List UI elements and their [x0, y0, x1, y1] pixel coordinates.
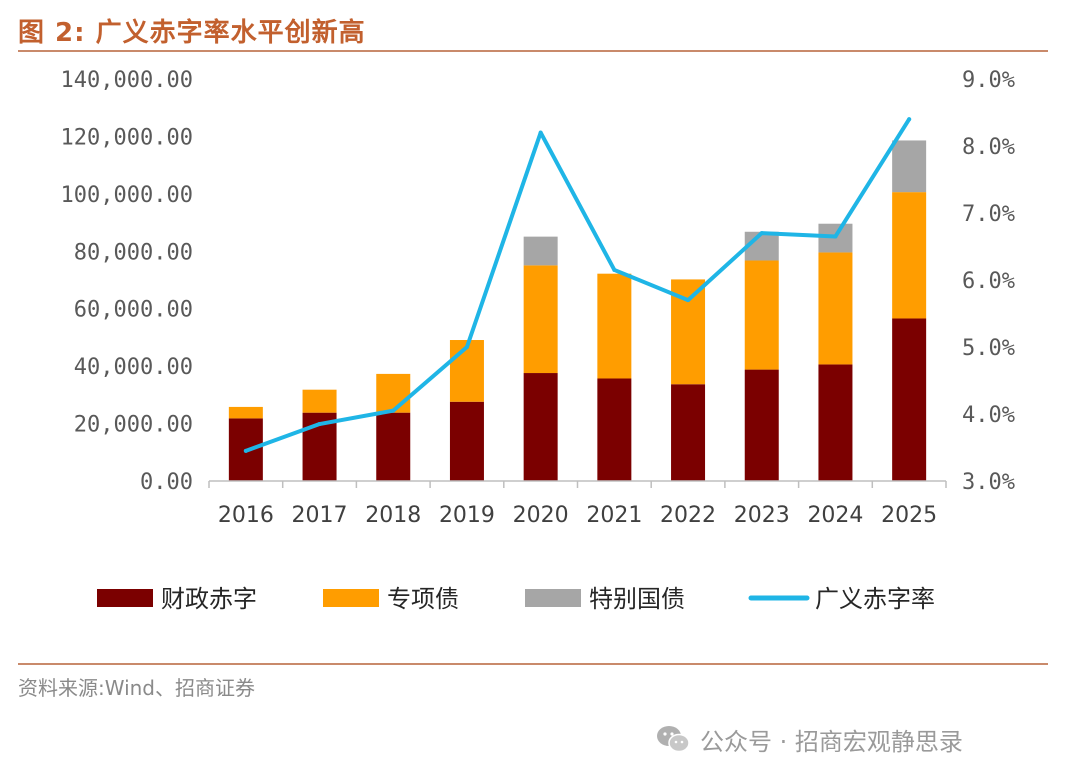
y-left-tick-label: 20,000.00 — [74, 413, 193, 438]
legend-swatch — [525, 589, 581, 607]
bar-segment — [523, 236, 558, 266]
y-left-tick-label: 120,000.00 — [61, 125, 193, 150]
bar-segment — [818, 364, 853, 481]
bar-segment — [744, 260, 779, 370]
x-tick-label: 2021 — [586, 503, 642, 528]
y-right-tick-label: 8.0% — [962, 135, 1015, 160]
bar-segment — [892, 140, 927, 193]
bar-segment — [892, 318, 927, 481]
y-right-tick-label: 3.0% — [962, 470, 1015, 495]
x-tick-label: 2017 — [292, 503, 348, 528]
line-point — [759, 231, 764, 236]
watermark: 公众号 · 招商宏观静思录 — [656, 722, 963, 756]
source-divider — [18, 663, 1048, 665]
line-point — [833, 234, 838, 239]
line-point — [907, 117, 912, 122]
bar-segment — [523, 373, 558, 481]
bar-segment — [597, 273, 632, 379]
legend-label: 财政赤字 — [161, 585, 257, 613]
wechat-icon — [657, 726, 690, 753]
y-right-tick-label: 5.0% — [962, 336, 1015, 361]
bar-segment — [744, 369, 779, 481]
bar-segment — [818, 252, 853, 365]
chart: 0.00 20,000.00 40,000.00 60,000.00 80,000.00… — [61, 68, 1015, 613]
line-series-广义赤字率 — [243, 117, 912, 453]
line-point — [464, 345, 469, 349]
x-tick-label: 2025 — [881, 503, 937, 528]
watermark-text: 公众号 · 招商宏观静思录 — [700, 727, 963, 756]
y-right-tick-label: 4.0% — [962, 403, 1015, 428]
line-point — [243, 448, 248, 453]
figure-title: 图 2: 广义赤字率水平创新高 — [18, 18, 366, 48]
bar-segment — [597, 378, 632, 481]
bar-segment — [744, 231, 779, 261]
x-tick-label: 2019 — [439, 503, 495, 528]
source-note: 资料来源:Wind、招商证券 — [18, 676, 256, 700]
y-right-tick-label: 9.0% — [962, 68, 1015, 93]
x-tick-label: 2022 — [660, 503, 716, 528]
legend-label: 广义赤字率 — [815, 585, 935, 613]
legend-label: 专项债 — [387, 585, 459, 613]
y-left-tick-label: 140,000.00 — [61, 68, 193, 93]
bar-segment — [449, 340, 484, 402]
y-right-tick-label: 6.0% — [962, 269, 1015, 294]
y-left-tick-label: 40,000.00 — [74, 355, 193, 380]
line-point — [686, 298, 691, 303]
bar-segment — [302, 389, 337, 413]
x-tick-label: 2020 — [513, 503, 569, 528]
y-right-tick-label: 7.0% — [962, 202, 1015, 227]
line-point — [391, 408, 396, 413]
bar-segment — [892, 192, 927, 319]
line-point — [612, 267, 617, 272]
title-divider — [18, 50, 1048, 52]
bar-segment — [523, 265, 558, 374]
bar-segment — [376, 412, 411, 481]
y-left-tick-label: 80,000.00 — [74, 240, 193, 265]
x-tick-label: 2023 — [734, 503, 790, 528]
bar-segment — [449, 401, 484, 481]
line-point — [538, 130, 543, 135]
x-tick-label: 2016 — [218, 503, 274, 528]
bar-segment — [376, 373, 411, 413]
y-left-tick-label: 60,000.00 — [74, 298, 193, 323]
y-left-tick-label: 0.00 — [140, 470, 193, 495]
legend-label: 特别国债 — [589, 585, 685, 613]
line-point — [317, 422, 322, 427]
bar-segment — [671, 384, 706, 481]
x-tick-label: 2018 — [365, 503, 421, 528]
bar-segment — [228, 406, 263, 419]
legend-swatch — [97, 589, 153, 607]
y-left-tick-label: 100,000.00 — [61, 183, 193, 208]
legend-swatch — [323, 589, 379, 607]
x-tick-label: 2024 — [807, 503, 863, 528]
